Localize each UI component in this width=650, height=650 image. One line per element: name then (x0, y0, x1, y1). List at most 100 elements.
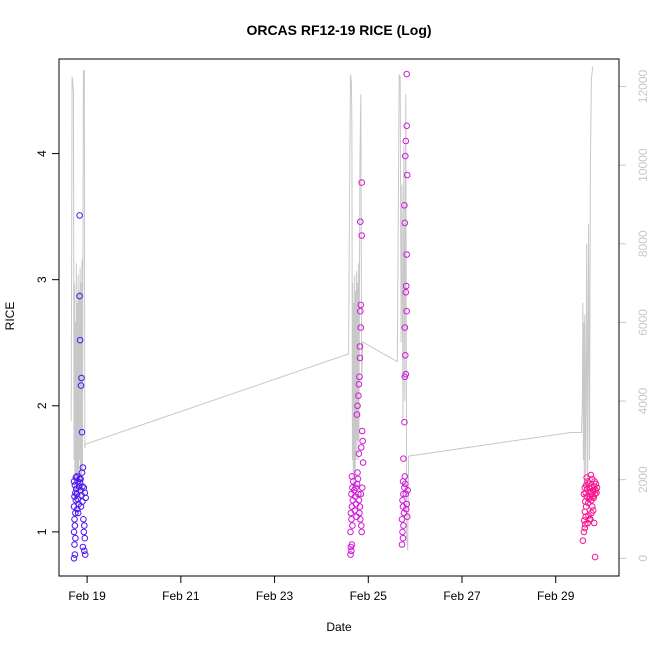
data-point (589, 493, 597, 500)
data-point (401, 473, 409, 480)
data-point (400, 490, 407, 498)
y2-tick-label: 12000 (636, 70, 650, 104)
data-point (357, 490, 365, 498)
y2-tick-label: 4000 (636, 387, 650, 414)
data-point (70, 555, 78, 562)
data-point (581, 524, 589, 532)
data-point (355, 392, 362, 400)
data-point (402, 137, 410, 145)
data-point (71, 541, 78, 548)
data-point (358, 179, 366, 186)
data-point (358, 522, 365, 529)
data-point (357, 324, 365, 331)
data-point (81, 547, 88, 555)
data-point (357, 301, 365, 309)
data-point (358, 427, 366, 435)
y2-tick-label: 8000 (636, 230, 650, 257)
data-point (402, 370, 410, 378)
data-point (590, 494, 598, 502)
data-point (585, 480, 592, 488)
data-point (72, 489, 79, 497)
data-point (398, 541, 406, 548)
data-point (70, 528, 78, 536)
altitude-trace-layer (70, 66, 594, 551)
axes-layer: Feb 19 Feb 21 Feb 23 Feb 25 Feb 27 Feb 29 1 2 3 4… (35, 70, 650, 603)
data-point (357, 307, 364, 315)
data-point (590, 519, 598, 527)
data-point (402, 490, 410, 498)
data-point (81, 551, 89, 558)
data-point (72, 509, 79, 517)
data-points-layer (70, 70, 601, 562)
data-point (82, 494, 89, 502)
y-tick-label: 1 (35, 528, 49, 535)
data-point (400, 455, 407, 463)
data-point (77, 382, 85, 389)
data-point (399, 534, 407, 542)
data-point (588, 509, 595, 517)
data-point (349, 522, 356, 529)
data-point (589, 475, 596, 483)
data-point (80, 528, 88, 536)
data-point (402, 282, 410, 290)
data-point (81, 522, 88, 529)
data-point (355, 381, 363, 388)
data-point (354, 469, 361, 476)
data-point (71, 551, 79, 558)
data-point (79, 543, 87, 551)
data-point (352, 484, 359, 492)
data-point (404, 487, 412, 494)
y-tick-label: 2 (35, 402, 49, 409)
data-point (589, 503, 596, 510)
x-tick-label: Feb 23 (256, 589, 294, 603)
data-point (358, 484, 366, 492)
data-point (403, 70, 411, 78)
data-point (356, 343, 364, 350)
data-point (354, 475, 362, 483)
data-point (356, 354, 364, 362)
chart-title: ORCAS RF12-19 RICE (Log) (246, 22, 431, 38)
data-point (402, 152, 409, 160)
data-point (400, 522, 407, 529)
data-point (403, 513, 411, 521)
data-point (348, 547, 355, 555)
data-point (356, 373, 363, 381)
x-tick-label: Feb 19 (68, 589, 106, 603)
data-point (580, 528, 588, 536)
data-point (581, 484, 589, 492)
data-point (348, 473, 356, 480)
y2-tick-label: 6000 (636, 309, 650, 336)
data-point (355, 490, 362, 498)
data-point (356, 503, 364, 510)
data-point (401, 418, 408, 426)
data-point (401, 202, 408, 209)
data-point (76, 336, 84, 344)
data-point (78, 428, 86, 436)
y2-tick-label: 10000 (636, 148, 650, 182)
data-point (80, 516, 87, 523)
y2-tick-label: 0 (636, 555, 650, 562)
data-point (584, 499, 592, 507)
x-tick-label: Feb 21 (162, 589, 200, 603)
data-point (348, 541, 356, 548)
data-point (358, 528, 366, 536)
data-point (593, 484, 601, 492)
data-point (72, 534, 79, 542)
data-point (402, 480, 409, 488)
data-point (591, 553, 599, 561)
data-point (580, 490, 588, 498)
data-point (403, 251, 411, 258)
data-point (79, 483, 86, 490)
data-point (359, 459, 367, 466)
data-point (403, 171, 411, 179)
plot-frame (58, 58, 620, 577)
data-point (71, 522, 79, 529)
data-point (402, 289, 410, 296)
data-point (354, 402, 361, 410)
data-point (357, 218, 364, 225)
data-point (358, 444, 365, 451)
data-point (402, 505, 410, 513)
x-tick-label: Feb 29 (537, 589, 575, 603)
x-axis-label: Date (326, 620, 352, 634)
data-point (579, 537, 587, 545)
